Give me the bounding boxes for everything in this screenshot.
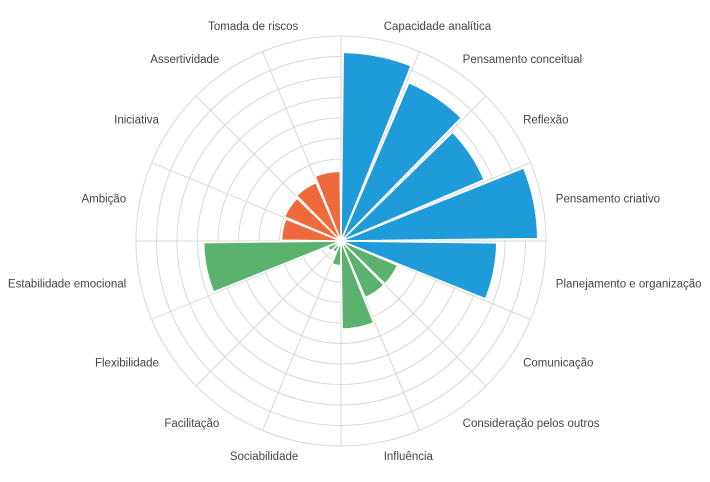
category-label: Ambição xyxy=(81,193,126,205)
bar-2 xyxy=(340,81,463,242)
category-label: Planejamento e organização xyxy=(556,279,702,291)
category-label: Capacidade analítica xyxy=(384,21,492,33)
grid-spoke xyxy=(262,240,342,431)
bar-16 xyxy=(314,170,342,242)
bar-8 xyxy=(340,240,375,330)
bar-12 xyxy=(202,240,342,294)
grid-spoke xyxy=(195,240,342,387)
category-label: Pensamento conceitual xyxy=(463,54,583,66)
category-label: Estabilidade emocional xyxy=(8,279,126,291)
category-label: Assertividade xyxy=(150,54,219,66)
bar-15 xyxy=(295,181,342,242)
category-label: Iniciativa xyxy=(114,114,159,126)
bar-1 xyxy=(340,51,413,242)
category-label: Sociabilidade xyxy=(230,451,298,463)
category-label: Pensamento criativo xyxy=(556,193,660,205)
bar-4 xyxy=(340,166,539,242)
bar-6 xyxy=(340,240,399,286)
category-label: Comunicação xyxy=(523,358,593,370)
bars xyxy=(202,51,539,330)
bar-5 xyxy=(340,240,498,300)
category-label: Flexibilidade xyxy=(95,358,159,370)
category-label: Reflexão xyxy=(523,114,568,126)
bar-3 xyxy=(340,131,486,242)
category-label: Tomada de riscos xyxy=(208,21,298,33)
bar-14 xyxy=(283,196,342,242)
category-label: Consideração pelos outros xyxy=(463,418,600,430)
bar-13 xyxy=(280,217,342,242)
bar-7 xyxy=(340,240,386,299)
category-label: Influência xyxy=(384,451,434,463)
category-label: Facilitação xyxy=(164,418,219,430)
category-labels: Capacidade analítica Pensamento conceitua… xyxy=(8,21,702,463)
